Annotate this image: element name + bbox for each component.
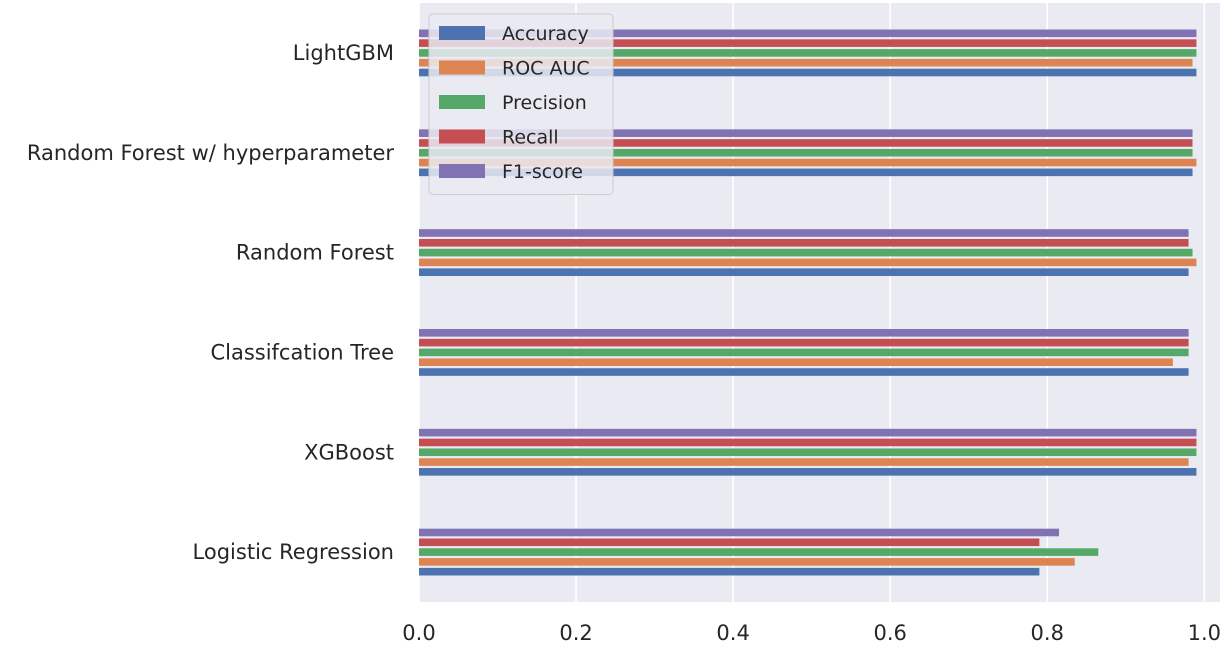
bar-lightgbm-recall	[419, 39, 1197, 47]
bar-lightgbm-accuracy	[419, 68, 1197, 77]
bar-random-forest-f1-score	[419, 229, 1189, 237]
legend: Accuracy ROC AUC Precision Recall F1-score	[428, 13, 614, 195]
bar-random-forest-recall	[419, 238, 1189, 247]
legend-label-accuracy: Accuracy	[502, 23, 589, 45]
bar-lightgbm-roc-auc	[419, 58, 1193, 67]
legend-swatch-precision	[439, 95, 485, 109]
bar-classifcation-tree-roc-auc	[419, 358, 1173, 367]
y-axis-labels: Logistic Regression XGBoost Classifcation …	[27, 41, 395, 564]
x-tick-label-0-0: 0.0	[402, 621, 435, 645]
x-tick-label-0-8: 0.8	[1031, 621, 1064, 645]
bar-random-forest-w-hyperparameter-recall	[419, 139, 1193, 147]
y-label-logistic-regression: Logistic Regression	[193, 540, 394, 564]
y-label-xgboost: XGBoost	[304, 440, 394, 464]
legend-label-recall: Recall	[502, 127, 559, 149]
bar-lightgbm-f1-score	[419, 29, 1197, 38]
bars-group	[419, 29, 1197, 576]
bar-xgboost-f1-score	[419, 428, 1197, 437]
x-tick-label-0-4: 0.4	[716, 621, 749, 645]
legend-label-roc-auc: ROC AUC	[502, 58, 590, 80]
x-tick-label-0-2: 0.2	[559, 621, 592, 645]
legend-swatch-roc-auc	[439, 60, 485, 75]
y-label-random-forest-w-hyperparameter: Random Forest w/ hyperparameter	[27, 141, 395, 165]
bar-xgboost-roc-auc	[419, 458, 1189, 466]
bar-random-forest-w-hyperparameter-f1-score	[419, 129, 1193, 137]
legend-swatch-accuracy	[439, 26, 485, 40]
bar-logistic-regression-recall	[419, 538, 1040, 547]
y-label-classifcation-tree: Classifcation Tree	[210, 340, 394, 364]
bar-classifcation-tree-accuracy	[419, 368, 1189, 376]
bar-lightgbm-precision	[419, 49, 1197, 57]
y-label-lightgbm: LightGBM	[293, 41, 394, 65]
bar-xgboost-recall	[419, 438, 1197, 447]
bar-logistic-regression-f1-score	[419, 528, 1060, 537]
bar-random-forest-accuracy	[419, 268, 1189, 276]
bar-random-forest-w-hyperparameter-roc-auc	[419, 158, 1197, 167]
bar-random-forest-roc-auc	[419, 258, 1197, 267]
x-axis-ticks: 0.0 0.2 0.4 0.6 0.8 1.0	[402, 621, 1221, 645]
bar-logistic-regression-roc-auc	[419, 558, 1075, 566]
bar-random-forest-precision	[419, 248, 1193, 257]
x-tick-label-0-6: 0.6	[873, 621, 906, 645]
bar-logistic-regression-precision	[419, 548, 1099, 556]
bar-classifcation-tree-f1-score	[419, 329, 1189, 337]
bar-xgboost-precision	[419, 448, 1197, 457]
legend-swatch-f1-score	[439, 164, 485, 178]
bar-classifcation-tree-recall	[419, 338, 1189, 347]
legend-label-precision: Precision	[502, 92, 587, 114]
bar-logistic-regression-accuracy	[419, 567, 1040, 576]
legend-swatch-recall	[439, 129, 485, 144]
bar-xgboost-accuracy	[419, 468, 1197, 476]
y-label-random-forest: Random Forest	[236, 241, 394, 265]
x-tick-label-1-0: 1.0	[1188, 621, 1221, 645]
legend-box	[428, 13, 614, 195]
legend-label-f1-score: F1-score	[502, 161, 583, 183]
bar-classifcation-tree-precision	[419, 348, 1189, 357]
bar-random-forest-w-hyperparameter-precision	[419, 148, 1193, 157]
bar-random-forest-w-hyperparameter-accuracy	[419, 168, 1193, 177]
